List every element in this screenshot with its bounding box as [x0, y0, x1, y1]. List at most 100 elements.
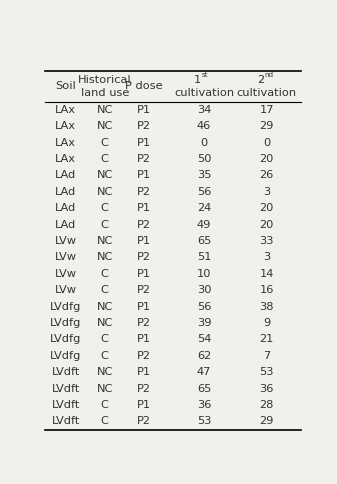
Text: 0: 0 [263, 137, 270, 148]
Text: LVw: LVw [55, 253, 76, 262]
Text: NC: NC [97, 105, 113, 115]
Text: LVw: LVw [55, 236, 76, 246]
Text: 54: 54 [197, 334, 211, 345]
Text: P2: P2 [137, 351, 151, 361]
Text: 0: 0 [201, 137, 208, 148]
Text: P1: P1 [137, 170, 151, 181]
Text: 49: 49 [197, 220, 211, 230]
Text: C: C [101, 400, 109, 410]
Text: P1: P1 [137, 269, 151, 279]
Text: 14: 14 [259, 269, 274, 279]
Text: LVdfg: LVdfg [50, 302, 81, 312]
Text: C: C [101, 334, 109, 345]
Text: cultivation: cultivation [174, 88, 234, 98]
Text: 20: 20 [259, 220, 274, 230]
Text: 65: 65 [197, 236, 211, 246]
Text: 3: 3 [263, 187, 270, 197]
Text: NC: NC [97, 187, 113, 197]
Text: 17: 17 [259, 105, 274, 115]
Text: 36: 36 [197, 400, 211, 410]
Text: 30: 30 [197, 285, 211, 295]
Text: LVdft: LVdft [52, 400, 80, 410]
Text: P dose: P dose [125, 81, 163, 91]
Text: 65: 65 [197, 384, 211, 393]
Text: C: C [101, 269, 109, 279]
Text: C: C [101, 220, 109, 230]
Text: LVdfg: LVdfg [50, 351, 81, 361]
Text: land use: land use [81, 88, 129, 98]
Text: C: C [101, 203, 109, 213]
Text: P1: P1 [137, 137, 151, 148]
Text: nd: nd [264, 72, 273, 78]
Text: P2: P2 [137, 318, 151, 328]
Text: LVw: LVw [55, 269, 76, 279]
Text: NC: NC [97, 236, 113, 246]
Text: NC: NC [97, 253, 113, 262]
Text: LAd: LAd [55, 187, 76, 197]
Text: 29: 29 [259, 416, 274, 426]
Text: 51: 51 [197, 253, 211, 262]
Text: LVdft: LVdft [52, 416, 80, 426]
Text: 50: 50 [197, 154, 211, 164]
Text: P2: P2 [137, 121, 151, 131]
Text: 28: 28 [259, 400, 274, 410]
Text: 20: 20 [259, 203, 274, 213]
Text: P2: P2 [137, 220, 151, 230]
Text: 46: 46 [197, 121, 211, 131]
Text: 35: 35 [197, 170, 211, 181]
Text: LVdft: LVdft [52, 367, 80, 377]
Text: LVw: LVw [55, 285, 76, 295]
Text: st: st [202, 72, 208, 78]
Text: LVdfg: LVdfg [50, 334, 81, 345]
Text: 3: 3 [263, 253, 270, 262]
Text: 34: 34 [197, 105, 211, 115]
Text: NC: NC [97, 384, 113, 393]
Text: P2: P2 [137, 384, 151, 393]
Text: C: C [101, 416, 109, 426]
Text: 39: 39 [197, 318, 211, 328]
Text: 24: 24 [197, 203, 211, 213]
Text: 53: 53 [259, 367, 274, 377]
Text: P2: P2 [137, 285, 151, 295]
Text: P1: P1 [137, 203, 151, 213]
Text: P1: P1 [137, 367, 151, 377]
Text: NC: NC [97, 318, 113, 328]
Text: 53: 53 [197, 416, 211, 426]
Text: Soil: Soil [55, 81, 76, 91]
Text: LAx: LAx [55, 105, 76, 115]
Text: NC: NC [97, 367, 113, 377]
Text: C: C [101, 137, 109, 148]
Text: 10: 10 [197, 269, 211, 279]
Text: 21: 21 [259, 334, 274, 345]
Text: NC: NC [97, 121, 113, 131]
Text: LAx: LAx [55, 154, 76, 164]
Text: 29: 29 [259, 121, 274, 131]
Text: C: C [101, 351, 109, 361]
Text: 20: 20 [259, 154, 274, 164]
Text: LAd: LAd [55, 170, 76, 181]
Text: P2: P2 [137, 253, 151, 262]
Text: LVdft: LVdft [52, 384, 80, 393]
Text: 7: 7 [263, 351, 270, 361]
Text: LAd: LAd [55, 203, 76, 213]
Text: P2: P2 [137, 416, 151, 426]
Text: P2: P2 [137, 154, 151, 164]
Text: P1: P1 [137, 334, 151, 345]
Text: P1: P1 [137, 302, 151, 312]
Text: 38: 38 [259, 302, 274, 312]
Text: NC: NC [97, 170, 113, 181]
Text: 33: 33 [259, 236, 274, 246]
Text: P1: P1 [137, 236, 151, 246]
Text: 26: 26 [259, 170, 274, 181]
Text: 36: 36 [259, 384, 274, 393]
Text: NC: NC [97, 302, 113, 312]
Text: LAx: LAx [55, 121, 76, 131]
Text: 62: 62 [197, 351, 211, 361]
Text: P2: P2 [137, 187, 151, 197]
Text: C: C [101, 285, 109, 295]
Text: P1: P1 [137, 400, 151, 410]
Text: LVdfg: LVdfg [50, 318, 81, 328]
Text: 2: 2 [257, 75, 264, 85]
Text: C: C [101, 154, 109, 164]
Text: LAx: LAx [55, 137, 76, 148]
